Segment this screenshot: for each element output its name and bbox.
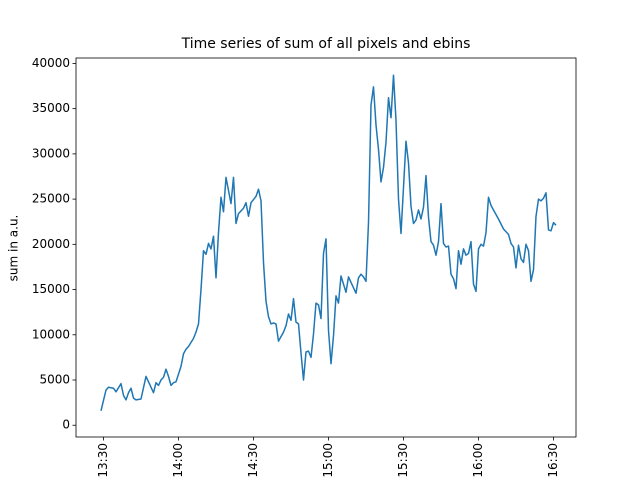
data-line: [100, 74, 557, 411]
y-axis-label: sum in a.u.: [7, 215, 21, 282]
y-tick-label: 30000: [32, 146, 70, 160]
x-tick-label: 15:00: [321, 443, 335, 478]
y-tick-label: 25000: [32, 192, 70, 206]
y-tick-label: 15000: [32, 282, 70, 296]
chart-title: Time series of sum of all pixels and ebi…: [181, 36, 471, 52]
x-tick-label: 13:30: [96, 443, 110, 478]
axes-frame: [75, 57, 577, 438]
y-tick-label: 40000: [32, 56, 70, 70]
x-tick-label: 14:30: [246, 443, 260, 478]
y-tick-label: 0: [62, 418, 70, 432]
x-tick-label: 14:00: [171, 443, 185, 478]
x-tick-label: 16:00: [471, 443, 485, 478]
y-tick-label: 5000: [39, 373, 70, 387]
y-tick-label: 20000: [32, 237, 70, 251]
y-tick-label: 10000: [32, 327, 70, 341]
x-tick-label: 15:30: [396, 443, 410, 478]
y-tick-label: 35000: [32, 101, 70, 115]
x-tick-label: 16:30: [546, 443, 560, 478]
